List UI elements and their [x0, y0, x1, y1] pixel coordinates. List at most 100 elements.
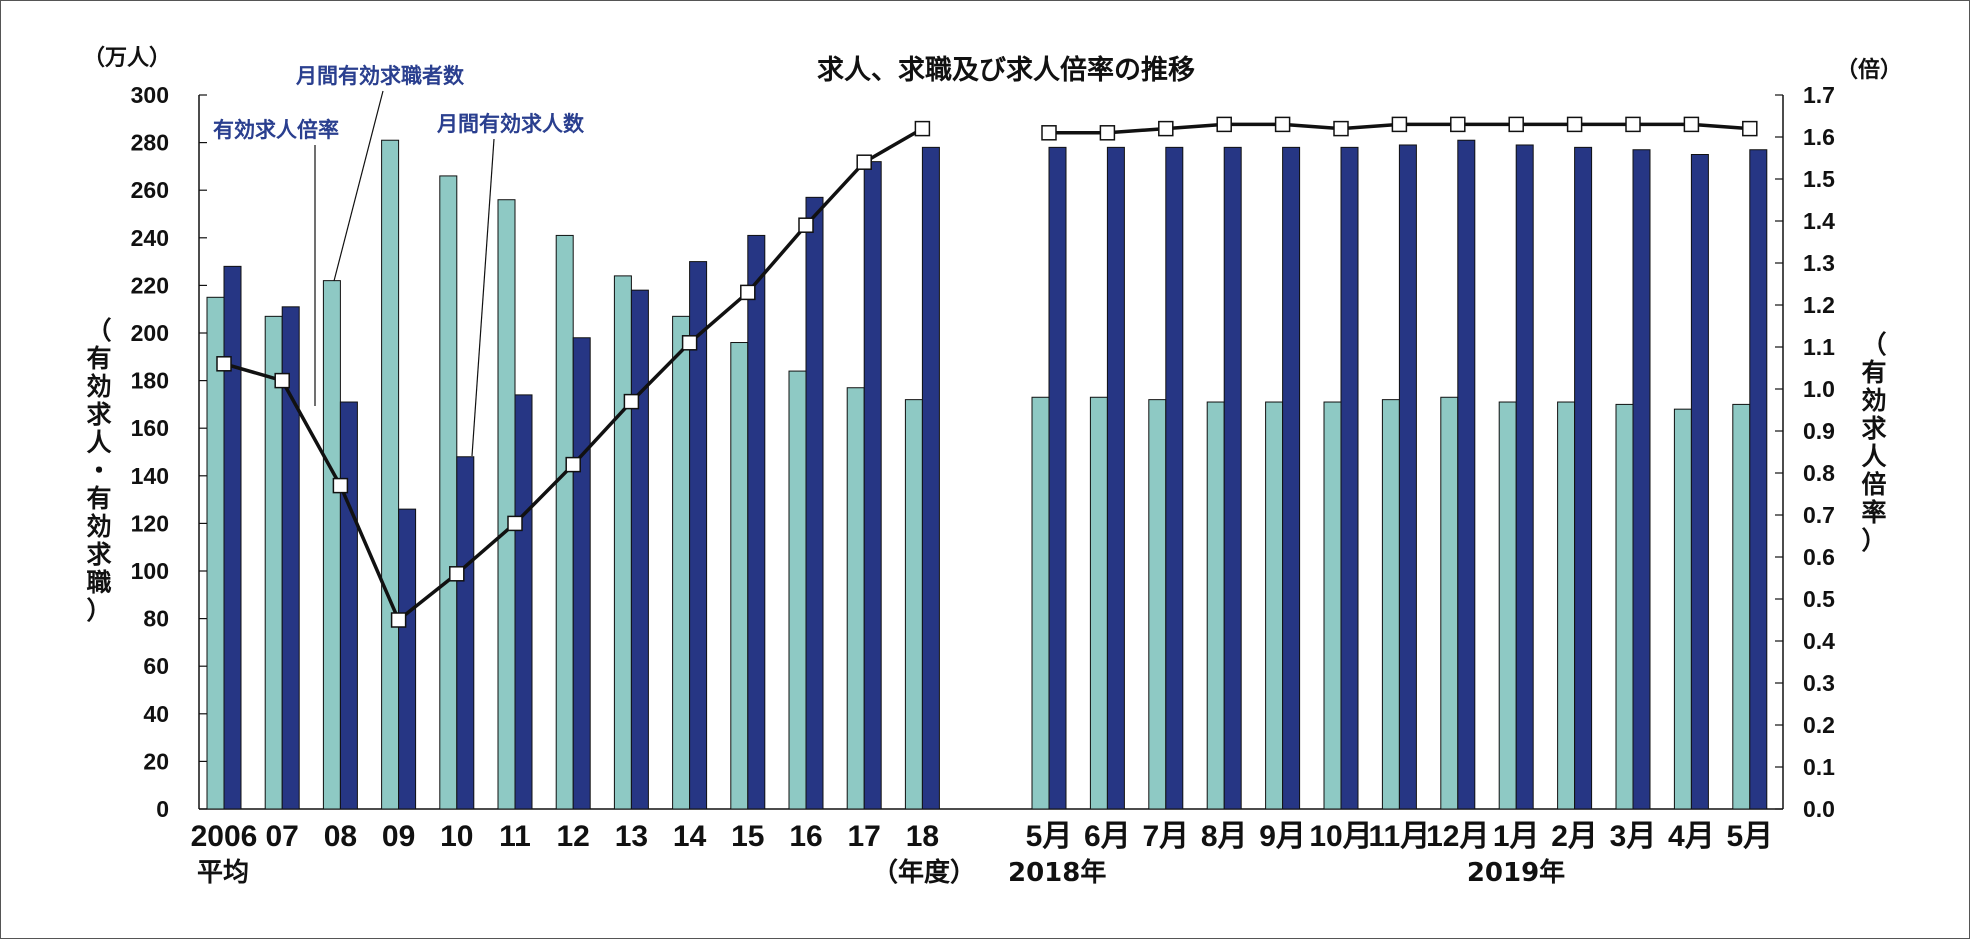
- ratio-point: [565, 456, 581, 473]
- ratio-point: [856, 154, 872, 170]
- x-tick-label: 5月: [1726, 820, 1773, 853]
- bar-job-openings: [1048, 146, 1067, 810]
- ratio-point: [1566, 116, 1583, 133]
- legend-ratio-label: 有効求人倍率: [213, 118, 339, 142]
- bar-job-seekers: [555, 234, 574, 810]
- bar-job-openings: [456, 456, 475, 810]
- right-tick-label: 1.0: [1803, 376, 1835, 402]
- bar-job-openings: [398, 508, 417, 810]
- right-tick-label: 1.6: [1803, 124, 1835, 150]
- bar-job-seekers: [672, 315, 691, 810]
- bar-job-openings: [1749, 149, 1768, 810]
- bar-job-seekers: [1148, 399, 1167, 810]
- x-tick-label: 6月: [1084, 820, 1131, 853]
- x-year-label-2019: 2019年: [1467, 857, 1565, 888]
- left-axis-label-char: 有: [86, 344, 111, 373]
- left-tick-label: 60: [143, 653, 169, 679]
- left-tick-label: 280: [131, 130, 169, 156]
- ratio-point: [1274, 116, 1291, 133]
- left-axis-label-char: ）: [86, 596, 111, 625]
- bar-job-openings: [1165, 146, 1184, 810]
- x-sublabel-fiscal-year: （年度）: [872, 857, 976, 888]
- right-tick-label: 0.9: [1803, 418, 1835, 444]
- left-tick-label: 140: [131, 463, 169, 489]
- right-tick-label: 1.4: [1803, 208, 1835, 234]
- x-tick-label: 12月: [1426, 820, 1489, 853]
- ratio-point: [1683, 116, 1700, 133]
- ratio-point: [274, 372, 290, 389]
- bar-job-openings: [514, 394, 533, 810]
- right-tick-label: 0.3: [1803, 670, 1835, 696]
- x-tick-label: 12: [557, 820, 590, 853]
- right-tick-label: 0.5: [1803, 586, 1835, 612]
- x-tick-label: 15: [731, 820, 764, 853]
- left-tick-label: 80: [143, 606, 169, 632]
- bar-job-seekers: [1615, 403, 1634, 810]
- bar-job-seekers: [846, 387, 865, 810]
- left-tick-label: 120: [131, 510, 169, 536]
- ratio-point: [1450, 116, 1466, 133]
- ratio-point: [449, 566, 465, 582]
- right-axis-label-char: （: [1861, 330, 1886, 359]
- left-axis-label-char: 効: [86, 372, 111, 401]
- left-axis-unit: （万人）: [83, 46, 171, 71]
- left-tick-label: 200: [131, 320, 169, 346]
- bar-job-openings: [572, 337, 591, 810]
- ratio-point: [1625, 116, 1641, 133]
- left-axis-label-char: 人: [86, 428, 111, 457]
- bar-job-seekers: [730, 342, 749, 810]
- x-tick-label: 17: [848, 820, 881, 853]
- ratio-point: [740, 284, 756, 301]
- x-tick-label: 10月: [1309, 820, 1372, 853]
- bar-job-seekers: [904, 399, 923, 810]
- legend-job-seekers-label: 月間有効求職者数: [295, 64, 465, 88]
- bar-job-openings: [1223, 146, 1242, 810]
- right-axis-unit: （倍）: [1836, 57, 1902, 83]
- left-axis-label-char: 効: [86, 512, 111, 541]
- bar-job-seekers: [1557, 401, 1576, 810]
- left-tick-label: 160: [131, 415, 169, 441]
- ratio-point: [1099, 125, 1116, 141]
- right-tick-label: 0.4: [1803, 628, 1835, 654]
- ratio-point: [914, 120, 931, 137]
- right-axis-label-char: 倍: [1861, 470, 1886, 499]
- bar-job-openings: [747, 234, 766, 810]
- x-tick-label: 14: [673, 820, 707, 853]
- bar-job-seekers: [788, 370, 807, 810]
- left-axis-label-char: 有: [86, 484, 111, 513]
- right-tick-label: 0.1: [1803, 754, 1835, 780]
- bar-job-openings: [1398, 144, 1417, 810]
- ratio-point: [1391, 116, 1408, 133]
- ratio-point: [1158, 120, 1174, 137]
- right-axis-label-char: ）: [1861, 526, 1886, 555]
- bar-job-openings: [281, 306, 300, 810]
- ratio-point: [390, 612, 407, 628]
- x-tick-label: 11月: [1369, 820, 1431, 853]
- left-tick-label: 220: [131, 272, 169, 298]
- right-tick-label: 1.2: [1803, 292, 1835, 318]
- ratio-point: [507, 515, 523, 532]
- right-tick-label: 1.5: [1803, 166, 1835, 192]
- ratio-point: [798, 217, 814, 233]
- right-tick-label: 0.7: [1803, 502, 1835, 528]
- ratio-point: [1041, 125, 1057, 141]
- right-tick-label: 1.3: [1803, 250, 1835, 276]
- x-tick-label: 4月: [1668, 820, 1715, 853]
- bar-job-openings: [1282, 146, 1301, 810]
- x-year-label-2018: 2018年: [1008, 857, 1106, 888]
- bar-job-seekers: [1089, 396, 1108, 810]
- x-tick-label: 8月: [1201, 820, 1248, 853]
- x-tick-label: 2006: [191, 820, 258, 853]
- bar-job-openings: [1340, 146, 1359, 810]
- bar-job-openings: [805, 196, 824, 810]
- right-axis-label-char: 人: [1861, 442, 1886, 471]
- bar-job-openings: [689, 261, 708, 810]
- right-tick-label: 0.8: [1803, 460, 1835, 486]
- bar-job-seekers: [1498, 401, 1517, 810]
- x-tick-label: 07: [266, 820, 299, 853]
- right-axis-label-char: 求: [1861, 414, 1886, 443]
- legend-job-openings-label: 月間有効求人数: [436, 112, 585, 136]
- bar-job-seekers: [1323, 401, 1342, 810]
- x-tick-label: 08: [324, 820, 357, 853]
